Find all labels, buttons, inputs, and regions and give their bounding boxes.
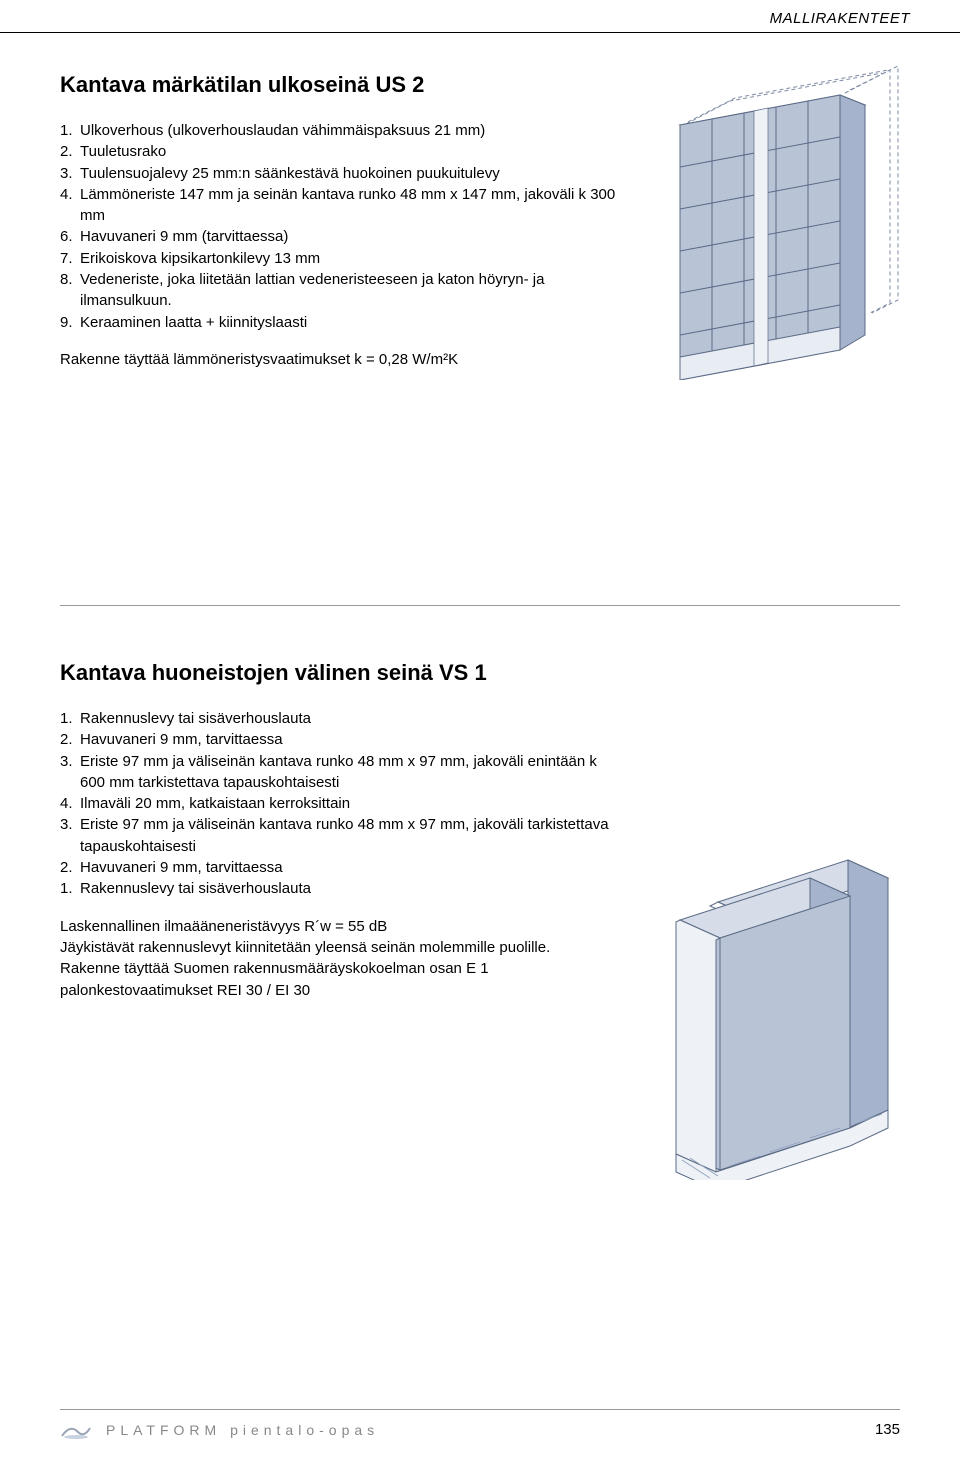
list-item: 1.Rakennuslevy tai sisäverhouslauta [60,708,620,729]
section-2-footnote-3: Rakenne täyttää Suomen rakennusmääräysko… [60,958,620,1001]
list-text: Tuulensuojalevy 25 mm:n säänkestävä huok… [80,163,620,184]
list-number: 2. [60,141,80,162]
figure1-side-face [840,95,865,350]
figure2-back-side [848,860,888,1128]
list-number: 8. [60,269,80,312]
header-section-label: MALLIRAKENTEET [770,10,910,27]
list-text: Tuuletusrako [80,141,620,162]
list-text: Keraaminen laatta + kiinnityslaasti [80,312,620,333]
section-2-title: Kantava huoneistojen välinen seinä VS 1 [60,660,620,686]
list-item: 9.Keraaminen laatta + kiinnityslaasti [60,312,620,333]
section-2-footnote-2: Jäykistävät rakennuslevyt kiinnitetään y… [60,937,620,958]
list-number: 7. [60,248,80,269]
list-item: 3.Eriste 97 mm ja väliseinän kantava run… [60,751,620,794]
section-2-footnote-1: Laskennallinen ilmaääneneristävyys R´w =… [60,916,620,937]
list-text: Rakennuslevy tai sisäverhouslauta [80,708,620,729]
list-text: Eriste 97 mm ja väliseinän kantava runko… [80,751,620,794]
list-item: 7.Erikoiskova kipsikartonkilevy 13 mm [60,248,620,269]
list-item: 6.Havuvaneri 9 mm (tarvittaessa) [60,226,620,247]
list-item: 4.Lämmöneriste 147 mm ja seinän kantava … [60,184,620,227]
list-text: Havuvaneri 9 mm, tarvittaessa [80,729,620,750]
list-number: 2. [60,729,80,750]
list-number: 3. [60,814,80,857]
list-item: 2.Havuvaneri 9 mm, tarvittaessa [60,729,620,750]
figure1-vertical-strip [754,108,768,366]
list-text: Havuvaneri 9 mm, tarvittaessa [80,857,620,878]
list-number: 3. [60,163,80,184]
list-text: Rakennuslevy tai sisäverhouslauta [80,878,620,899]
list-number: 4. [60,184,80,227]
section-2: Kantava huoneistojen välinen seinä VS 1 … [60,660,620,1001]
list-number: 2. [60,857,80,878]
figure2-front-right [720,896,850,1170]
section-2-list: 1.Rakennuslevy tai sisäverhouslauta 2.Ha… [60,708,620,900]
section-1-footnote: Rakenne täyttää lämmöneristysvaatimukset… [60,349,620,370]
list-item: 2.Tuuletusrako [60,141,620,162]
list-number: 4. [60,793,80,814]
list-text: Erikoiskova kipsikartonkilevy 13 mm [80,248,620,269]
section-divider [60,605,900,606]
list-number: 3. [60,751,80,794]
list-number: 1. [60,878,80,899]
list-text: Eriste 97 mm ja väliseinän kantava runko… [80,814,620,857]
list-item: 2.Havuvaneri 9 mm, tarvittaessa [60,857,620,878]
list-text: Ulkoverhous (ulkoverhouslaudan vähimmäis… [80,120,620,141]
figure-wall-vs1 [660,840,910,1180]
list-number: 9. [60,312,80,333]
list-item: 3.Eriste 97 mm ja väliseinän kantava run… [60,814,620,857]
header-rule [0,32,960,33]
section-1-list: 1.Ulkoverhous (ulkoverhouslaudan vähimmä… [60,120,620,333]
list-item: 3.Tuulensuojalevy 25 mm:n säänkestävä hu… [60,163,620,184]
list-text: Vedeneriste, joka liitetään lattian vede… [80,269,620,312]
footer-left: PLATFORM pientalo-opas [60,1420,379,1440]
figure2-front-sheet [676,920,720,1172]
list-text: Havuvaneri 9 mm (tarvittaessa) [80,226,620,247]
list-number: 1. [60,120,80,141]
footer-page-number: 135 [875,1421,900,1438]
list-item: 1.Rakennuslevy tai sisäverhouslauta [60,878,620,899]
list-text: Ilmaväli 20 mm, katkaistaan kerroksittai… [80,793,620,814]
list-text: Lämmöneriste 147 mm ja seinän kantava ru… [80,184,620,227]
list-item: 1.Ulkoverhous (ulkoverhouslaudan vähimmä… [60,120,620,141]
section-1: Kantava märkätilan ulkoseinä US 2 1.Ulko… [60,72,620,370]
figure-wall-us2 [650,60,910,380]
footer-text: PLATFORM pientalo-opas [106,1422,379,1438]
list-item: 8.Vedeneriste, joka liitetään lattian ve… [60,269,620,312]
list-number: 6. [60,226,80,247]
list-number: 1. [60,708,80,729]
footer-logo-icon [60,1420,92,1440]
list-item: 4.Ilmaväli 20 mm, katkaistaan kerroksitt… [60,793,620,814]
page-footer: PLATFORM pientalo-opas 135 [60,1409,900,1449]
section-1-title: Kantava märkätilan ulkoseinä US 2 [60,72,620,98]
